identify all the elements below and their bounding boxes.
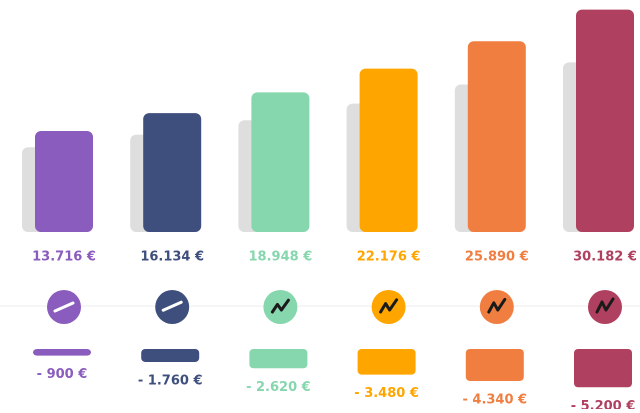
deduction-bar [33, 349, 91, 356]
bar [576, 9, 634, 232]
deduction-label: - 4.340 € [462, 392, 527, 407]
deduction-bar [141, 349, 200, 362]
trend-line [53, 301, 75, 313]
bar [467, 41, 526, 232]
trend-line [270, 298, 290, 314]
deduction-label: - 5.200 € [571, 399, 636, 409]
deduction-label: - 3.480 € [354, 386, 419, 401]
deduction-label: - 2.620 € [246, 380, 311, 395]
value-label: 16.134 € [140, 250, 204, 265]
bar [35, 130, 93, 232]
value-label: 30.182 € [573, 250, 637, 265]
value-label: 22.176 € [357, 250, 421, 265]
value-label: 13.716 € [32, 250, 96, 265]
deduction-bar [465, 349, 524, 381]
deduction-bar [357, 349, 416, 375]
value-label: 25.890 € [465, 250, 529, 265]
trend-line [595, 297, 615, 314]
trend-line [487, 297, 507, 314]
bar [143, 113, 202, 232]
value-label: 18.948 € [249, 250, 313, 265]
deduction-bar [249, 349, 308, 369]
bar [359, 68, 418, 232]
trend-line [161, 300, 183, 312]
deduction-bar [574, 349, 632, 388]
bar [251, 92, 310, 232]
deduction-label: - 1.760 € [138, 373, 203, 388]
deduction-label: - 900 € [37, 367, 88, 382]
trend-line [379, 298, 399, 314]
